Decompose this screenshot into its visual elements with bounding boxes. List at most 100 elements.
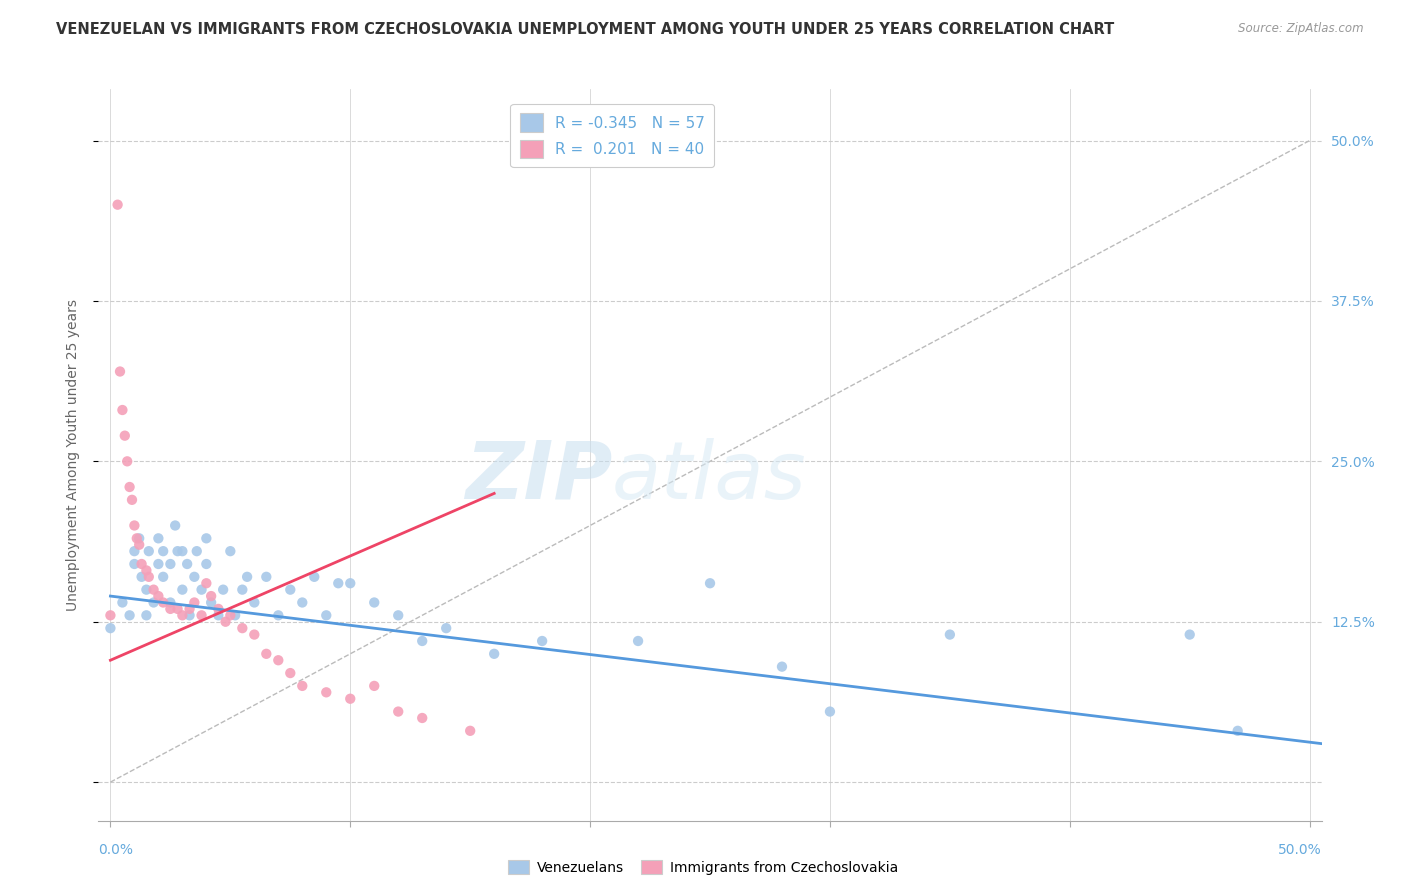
Point — [107, 197, 129, 211]
Legend: Venezuelans, Immigrants from Czechoslovakia: Venezuelans, Immigrants from Czechoslova… — [502, 855, 904, 880]
Point — [267, 653, 290, 667]
Point — [118, 480, 141, 494]
Point — [125, 532, 148, 546]
Point — [172, 544, 194, 558]
Point — [190, 582, 212, 597]
Point — [212, 582, 235, 597]
Point — [100, 621, 122, 635]
Point — [231, 621, 253, 635]
Point — [159, 602, 181, 616]
Point — [627, 634, 650, 648]
Point — [111, 595, 134, 609]
Point — [387, 608, 409, 623]
Point — [186, 544, 208, 558]
Point — [152, 595, 174, 609]
Point — [224, 608, 246, 623]
Point — [363, 595, 385, 609]
Text: ZIP: ZIP — [465, 438, 612, 516]
Point — [114, 428, 136, 442]
Point — [148, 532, 170, 546]
Point — [387, 705, 409, 719]
Point — [1226, 723, 1249, 738]
Point — [152, 544, 174, 558]
Point — [111, 403, 134, 417]
Point — [482, 647, 505, 661]
Point — [159, 595, 181, 609]
Text: atlas: atlas — [612, 438, 807, 516]
Text: 0.0%: 0.0% — [98, 843, 134, 857]
Point — [138, 570, 160, 584]
Point — [243, 627, 266, 641]
Point — [236, 570, 259, 584]
Point — [128, 532, 150, 546]
Point — [183, 570, 205, 584]
Point — [135, 563, 157, 577]
Point — [172, 608, 194, 623]
Point — [219, 608, 242, 623]
Point — [458, 723, 481, 738]
Point — [108, 364, 131, 378]
Point — [135, 608, 157, 623]
Text: 50.0%: 50.0% — [1278, 843, 1322, 857]
Point — [254, 570, 277, 584]
Point — [183, 595, 205, 609]
Point — [195, 557, 218, 571]
Point — [339, 576, 361, 591]
Text: VENEZUELAN VS IMMIGRANTS FROM CZECHOSLOVAKIA UNEMPLOYMENT AMONG YOUTH UNDER 25 Y: VENEZUELAN VS IMMIGRANTS FROM CZECHOSLOV… — [56, 22, 1115, 37]
Point — [278, 666, 301, 681]
Point — [124, 557, 146, 571]
Point — [291, 679, 314, 693]
Point — [363, 679, 385, 693]
Point — [699, 576, 721, 591]
Point — [291, 595, 314, 609]
Point — [131, 570, 153, 584]
Point — [339, 691, 361, 706]
Point — [121, 492, 143, 507]
Point — [200, 589, 222, 603]
Point — [195, 576, 218, 591]
Point — [434, 621, 457, 635]
Point — [214, 615, 236, 629]
Point — [124, 544, 146, 558]
Point — [138, 544, 160, 558]
Legend: R = -0.345   N = 57, R =  0.201   N = 40: R = -0.345 N = 57, R = 0.201 N = 40 — [510, 104, 714, 168]
Point — [219, 544, 242, 558]
Point — [200, 595, 222, 609]
Point — [254, 647, 277, 661]
Point — [1178, 627, 1201, 641]
Point — [190, 608, 212, 623]
Point — [131, 557, 153, 571]
Point — [531, 634, 554, 648]
Point — [304, 570, 326, 584]
Point — [231, 582, 253, 597]
Point — [195, 532, 218, 546]
Point — [128, 538, 150, 552]
Point — [166, 544, 188, 558]
Point — [142, 582, 165, 597]
Point — [100, 608, 122, 623]
Point — [207, 602, 229, 616]
Point — [315, 608, 337, 623]
Point — [939, 627, 962, 641]
Point — [148, 589, 170, 603]
Point — [159, 557, 181, 571]
Y-axis label: Unemployment Among Youth under 25 years: Unemployment Among Youth under 25 years — [66, 299, 80, 611]
Point — [278, 582, 301, 597]
Point — [179, 602, 201, 616]
Point — [148, 557, 170, 571]
Point — [172, 582, 194, 597]
Point — [179, 608, 201, 623]
Point — [770, 659, 793, 673]
Point — [165, 518, 187, 533]
Point — [152, 570, 174, 584]
Point — [115, 454, 138, 468]
Point — [411, 711, 433, 725]
Point — [176, 557, 198, 571]
Point — [411, 634, 433, 648]
Point — [243, 595, 266, 609]
Point — [315, 685, 337, 699]
Point — [135, 582, 157, 597]
Point — [328, 576, 350, 591]
Point — [207, 608, 229, 623]
Text: Source: ZipAtlas.com: Source: ZipAtlas.com — [1239, 22, 1364, 36]
